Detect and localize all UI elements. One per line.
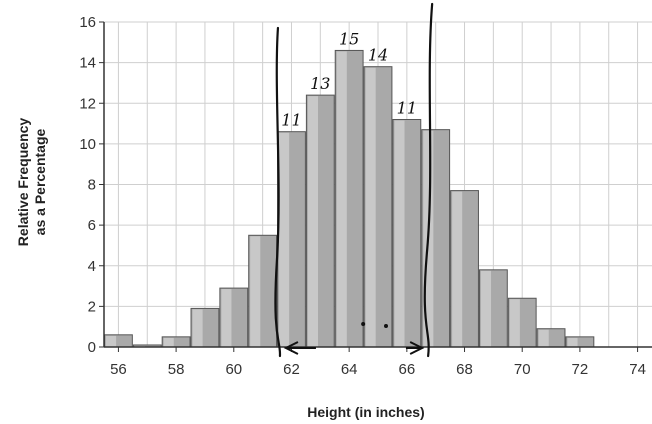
x-tick-labels: 56 58 60 62 64 66 68 70 72 74 (110, 361, 646, 378)
bar-highlight (279, 132, 290, 347)
bar-highlight (192, 309, 203, 347)
pen-dot (361, 322, 366, 326)
x-axis-label: Height (in inches) (307, 404, 424, 420)
x-tick-label: 74 (629, 361, 646, 378)
x-tick-label: 62 (283, 361, 300, 378)
bar-highlight (538, 329, 549, 347)
x-tick-label: 58 (168, 361, 185, 378)
bar-highlight (336, 51, 347, 347)
y-tick-label: 6 (88, 217, 96, 234)
y-tick-label: 4 (88, 258, 96, 275)
axes (99, 21, 652, 352)
y-axis-label-line-2: as a Percentage (32, 128, 48, 235)
y-tick-label: 0 (88, 339, 96, 356)
handwritten-label: 13 (310, 74, 330, 93)
bar-highlight (567, 337, 578, 347)
x-tick-label: 72 (572, 361, 589, 378)
handwritten-label: 15 (339, 29, 359, 48)
y-tick-label: 16 (79, 14, 96, 31)
x-tick-label: 56 (110, 361, 127, 378)
bar-highlight (250, 236, 261, 347)
y-tick-label: 8 (88, 177, 96, 194)
handwritten-label: 11 (281, 111, 301, 130)
y-tick-label: 10 (79, 136, 96, 153)
bar-highlight (480, 270, 492, 347)
y-tick-label: 14 (79, 55, 96, 72)
handwritten-label: 11 (397, 99, 417, 118)
x-tick-label: 66 (398, 361, 415, 378)
bar-highlight (221, 289, 232, 347)
bars (104, 49, 595, 348)
bar-highlight (394, 120, 405, 347)
y-tick-label: 2 (88, 298, 96, 315)
bar-highlight (365, 67, 376, 347)
bar-highlight (163, 337, 174, 347)
y-axis-label: Relative Frequency as a Percentage (15, 118, 48, 247)
bar-highlight (452, 191, 463, 347)
x-tick-label: 68 (456, 361, 473, 378)
x-tick-label: 64 (341, 361, 358, 378)
handwritten-label: 14 (368, 46, 388, 65)
hand-drawn-right-bound (423, 2, 434, 358)
handwritten-annotations: 11 13 15 14 11 (274, 2, 434, 358)
pen-dot (384, 324, 388, 328)
y-tick-labels: 0 2 4 6 8 10 12 14 16 (79, 14, 96, 356)
x-tick-label: 60 (225, 361, 242, 378)
x-tick-label: 70 (514, 361, 531, 378)
bar-highlight (307, 96, 318, 347)
y-tick-label: 12 (79, 95, 96, 112)
hand-drawn-arrowhead-left (283, 341, 299, 355)
hand-drawn-arrowhead-right (409, 341, 425, 355)
bar-highlight (106, 335, 117, 347)
y-axis-label-line-1: Relative Frequency (15, 118, 31, 247)
bar-highlight (509, 299, 520, 347)
hand-drawn-left-bound (274, 26, 282, 358)
